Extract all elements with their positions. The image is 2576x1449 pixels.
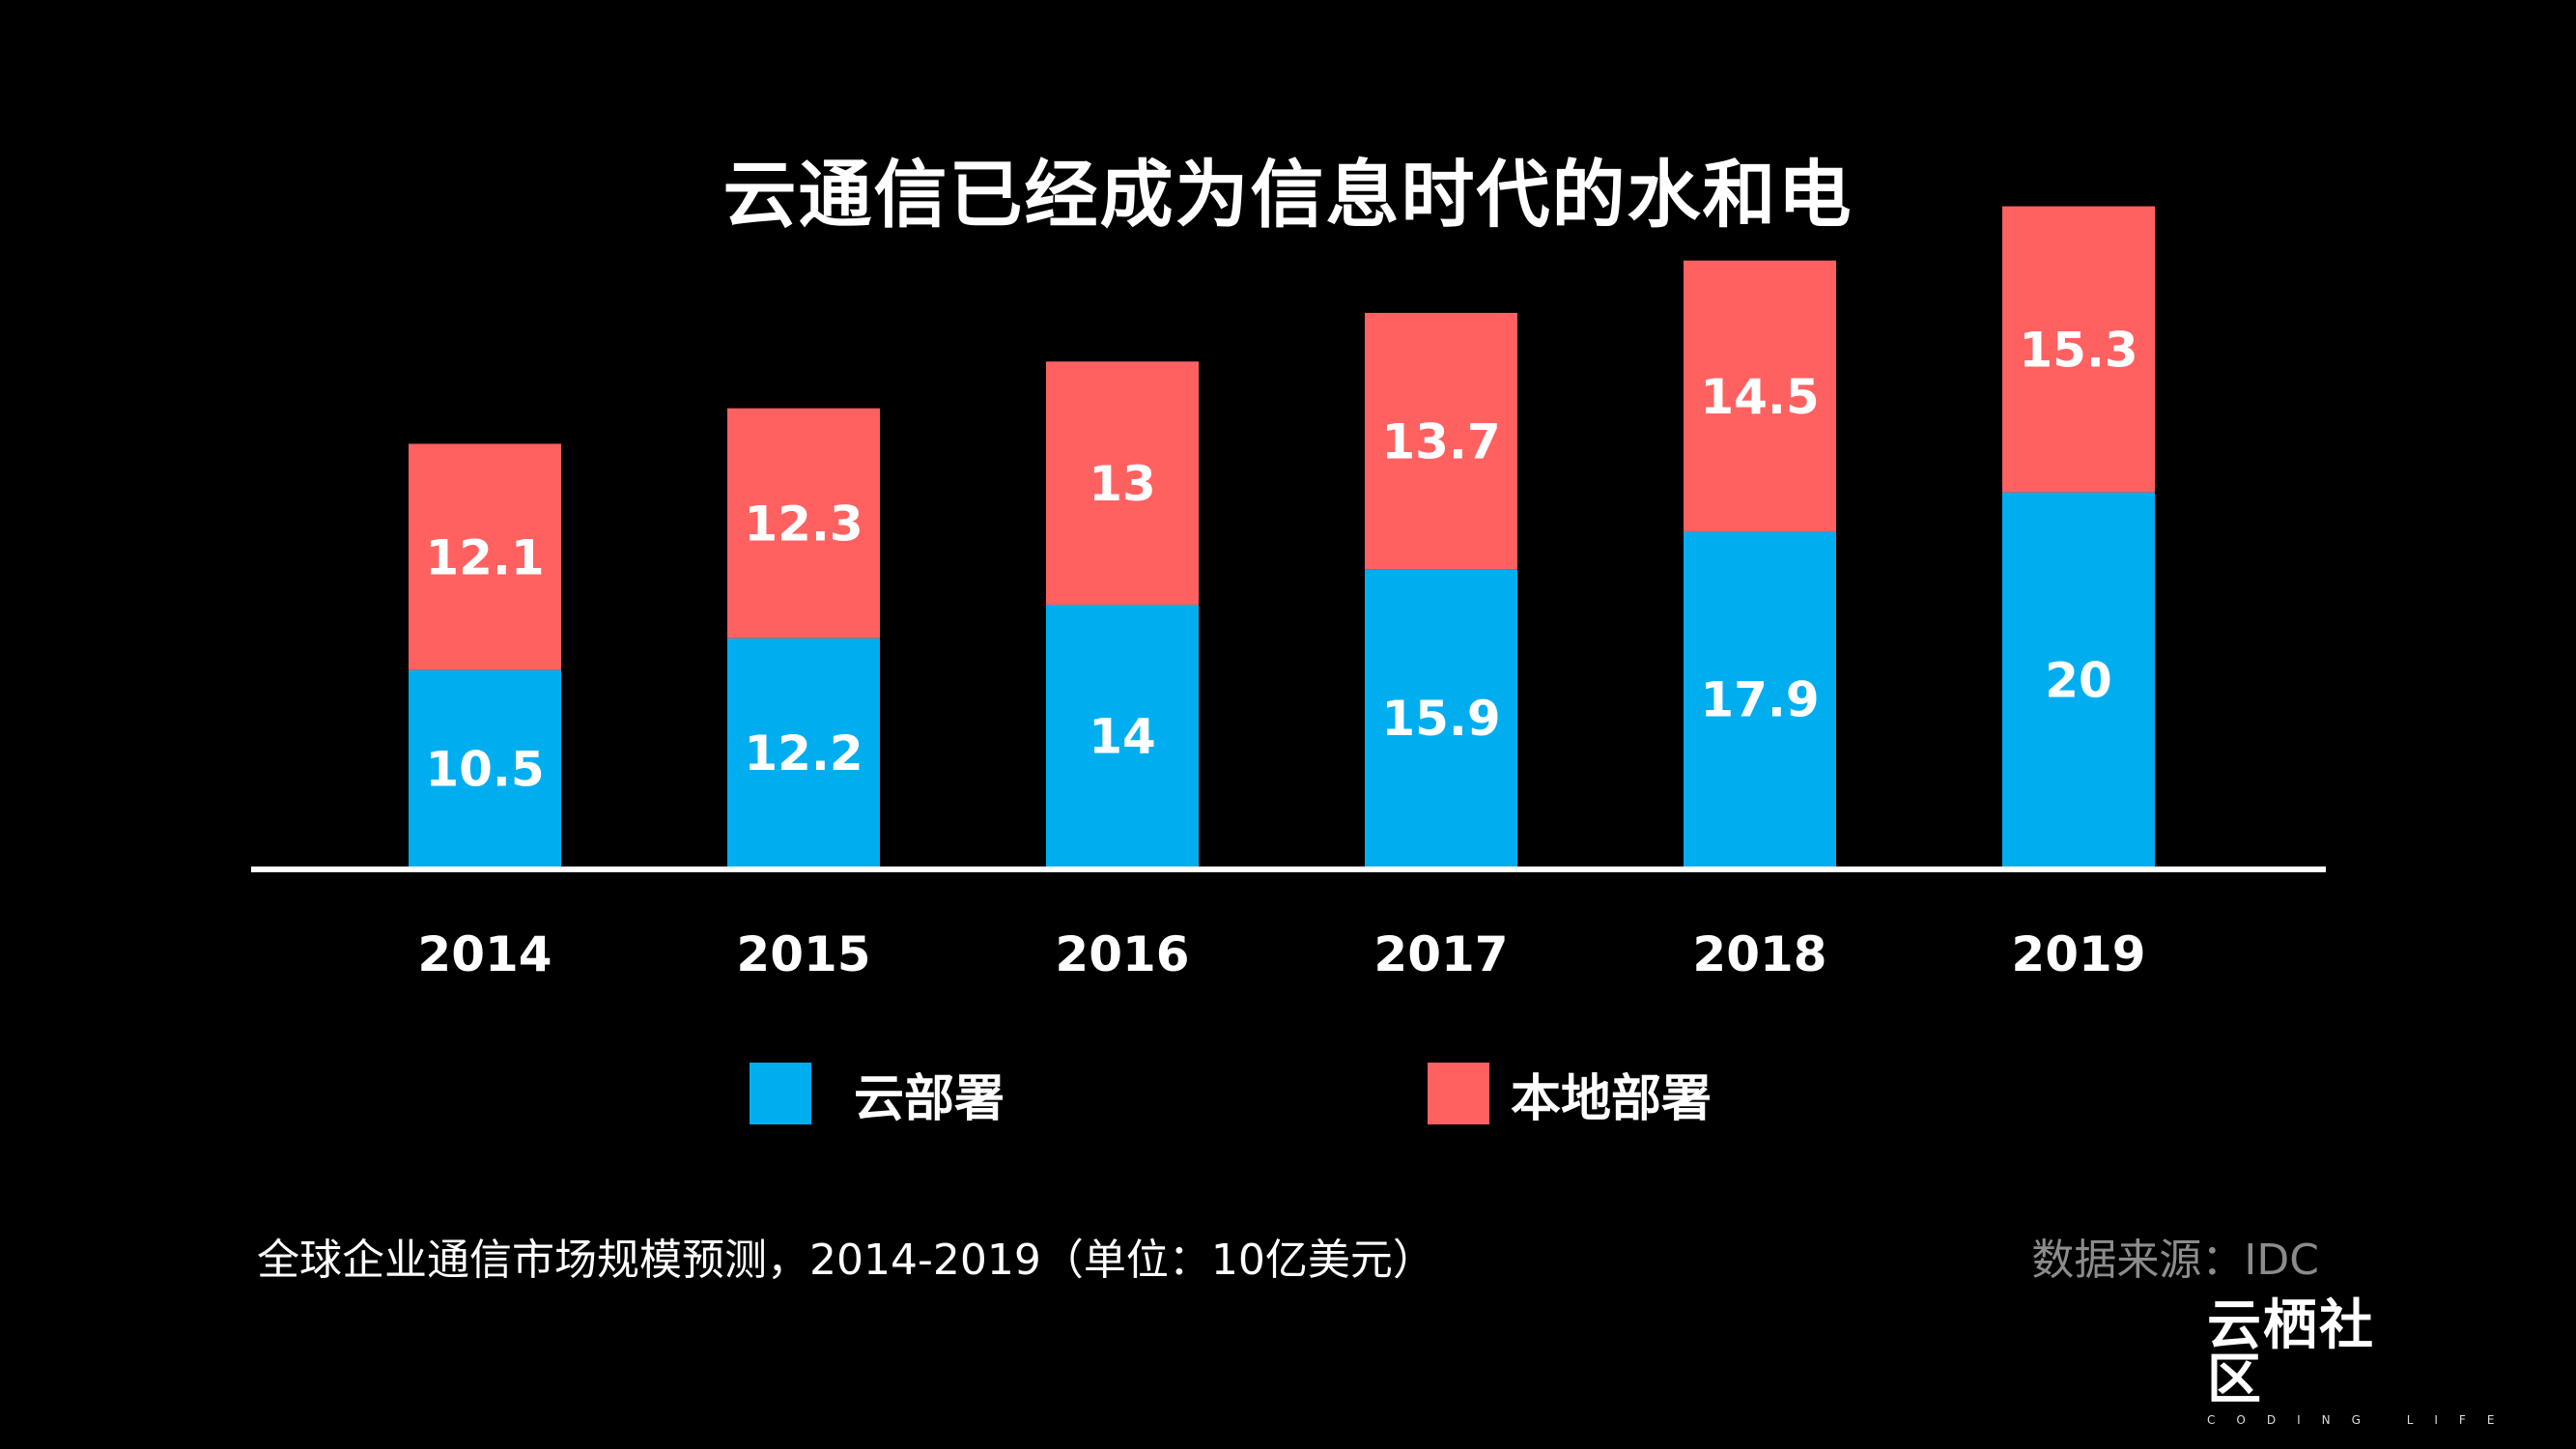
data-source: 数据来源：IDC bbox=[2031, 1236, 2319, 1285]
legend-label-local: 本地部署 bbox=[1511, 1069, 1713, 1128]
bar-local-2019 bbox=[2002, 206, 2155, 493]
logo-name: 云栖社区 bbox=[2207, 1294, 2375, 1411]
bar-cloud-2016 bbox=[1046, 604, 1199, 867]
data-label-local-2016: 13 bbox=[1089, 456, 1156, 512]
legend-swatch-cloud bbox=[750, 1063, 811, 1124]
data-label-cloud-2016: 14 bbox=[1089, 708, 1156, 764]
bar-cloud-2018 bbox=[1684, 531, 1836, 867]
logo-tagline: CODING LIFE bbox=[2207, 1413, 2516, 1427]
x-tick-2015: 2015 bbox=[736, 926, 870, 982]
legend-swatch-local bbox=[1428, 1063, 1489, 1124]
data-label-local-2015: 12.3 bbox=[744, 497, 863, 553]
data-label-local-2019: 15.3 bbox=[2019, 323, 2137, 379]
bar-local-2017 bbox=[1365, 312, 1517, 570]
legend-label-cloud: 云部署 bbox=[854, 1069, 1005, 1128]
chart-caption: 全球企业通信市场规模预测，2014-2019（单位：10亿美元） bbox=[257, 1236, 1435, 1285]
bar-local-2018 bbox=[1684, 260, 1836, 532]
x-tick-2016: 2016 bbox=[1055, 926, 1189, 982]
data-label-cloud-2018: 17.9 bbox=[1700, 672, 1819, 728]
data-label-local-2018: 14.5 bbox=[1700, 369, 1819, 425]
x-tick-2019: 2019 bbox=[2011, 926, 2145, 982]
data-label-cloud-2015: 12.2 bbox=[744, 725, 863, 781]
data-label-cloud-2014: 10.5 bbox=[425, 741, 544, 797]
chart-title: 云通信已经成为信息时代的水和电 bbox=[722, 152, 1854, 238]
legend-item-local: 本地部署 bbox=[1428, 1063, 1712, 1128]
bar-cloud-2015 bbox=[727, 638, 880, 867]
x-tick-2018: 2018 bbox=[1692, 926, 1826, 982]
x-tick-2014: 2014 bbox=[417, 926, 552, 982]
bar-cloud-2017 bbox=[1365, 569, 1517, 867]
bar-cloud-2014 bbox=[409, 669, 561, 867]
bars-group: 10.5 12.1 12.2 12.3 14 13 15.9 13.7 17.9 14.5 20 15… bbox=[409, 206, 2155, 867]
data-label-local-2014: 12.1 bbox=[425, 530, 544, 586]
bar-local-2016 bbox=[1046, 361, 1199, 605]
legend-item-cloud: 云部署 bbox=[750, 1063, 1005, 1128]
x-tick-2017: 2017 bbox=[1373, 926, 1508, 982]
bar-local-2015 bbox=[727, 408, 880, 639]
x-tick-labels: 2014 2015 2016 2017 2018 2019 bbox=[417, 926, 2145, 982]
bar-cloud-2019 bbox=[2002, 492, 2155, 867]
logo: 云栖社区 CODING LIFE bbox=[2207, 1294, 2516, 1428]
data-label-cloud-2019: 20 bbox=[2045, 652, 2112, 708]
data-label-local-2017: 13.7 bbox=[1381, 414, 1500, 470]
bar-local-2014 bbox=[409, 443, 561, 670]
data-label-cloud-2017: 15.9 bbox=[1381, 691, 1500, 747]
